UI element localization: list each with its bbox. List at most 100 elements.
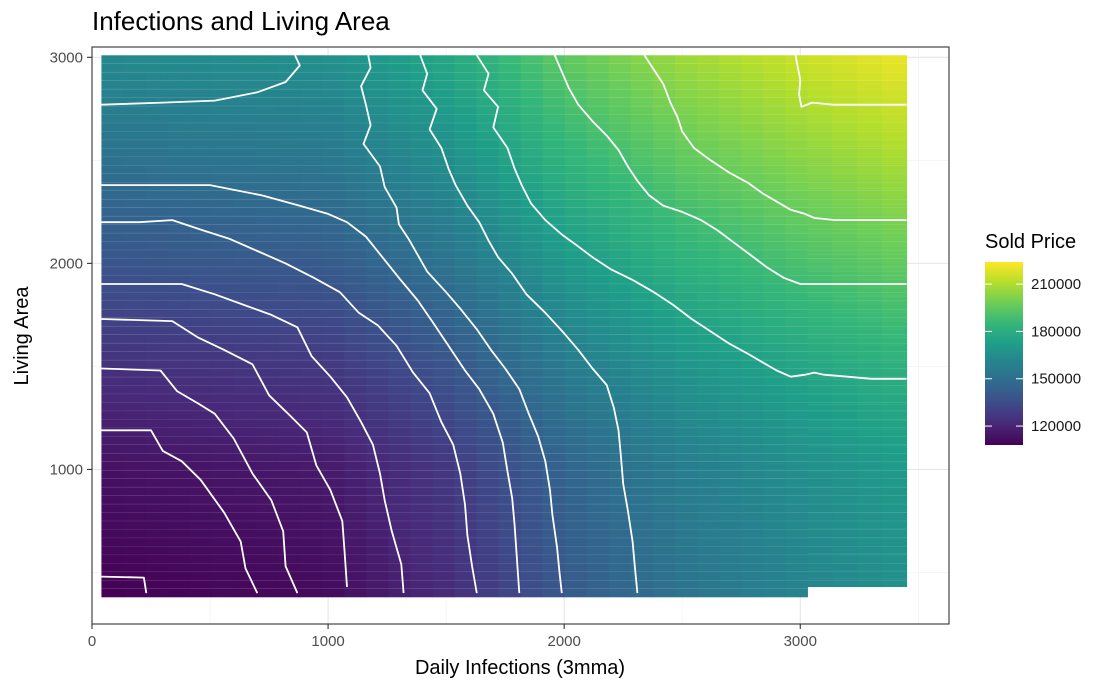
heatmap-tile xyxy=(498,436,522,445)
heatmap-tile xyxy=(189,156,213,166)
heatmap-tile xyxy=(344,385,367,395)
heatmap-tile xyxy=(454,385,478,395)
heatmap-tile xyxy=(520,393,544,403)
heatmap-tile xyxy=(881,470,908,480)
heatmap-tile xyxy=(454,233,478,242)
heatmap-tile xyxy=(652,131,676,141)
heatmap-tile xyxy=(608,571,632,581)
heatmap-tile xyxy=(807,113,833,122)
heatmap-tile xyxy=(211,275,235,285)
heatmap-tile xyxy=(586,580,610,589)
heatmap-tile xyxy=(388,97,411,107)
heatmap-tile xyxy=(630,266,654,276)
heatmap-tile xyxy=(189,89,213,98)
heatmap-tile xyxy=(586,190,610,200)
heatmap-tile xyxy=(674,156,698,166)
heatmap-tile xyxy=(410,216,433,225)
heatmap-tile xyxy=(123,266,147,276)
heatmap-tile xyxy=(652,580,676,589)
heatmap-tile xyxy=(652,444,676,454)
heatmap-tile xyxy=(719,114,742,124)
heatmap-tile xyxy=(255,368,279,378)
heatmap-tile xyxy=(832,238,858,247)
heatmap-tile xyxy=(123,72,147,81)
heatmap-tile xyxy=(498,554,522,564)
heatmap-tile xyxy=(255,131,279,141)
heatmap-tile xyxy=(388,521,411,530)
heatmap-tile xyxy=(432,368,455,378)
heatmap-tile xyxy=(189,436,213,445)
heatmap-tile xyxy=(881,138,908,147)
heatmap-tile xyxy=(785,521,808,530)
heatmap-tile xyxy=(432,351,455,361)
heatmap-tile xyxy=(564,521,588,530)
heatmap-tile xyxy=(498,207,522,217)
heatmap-tile xyxy=(410,139,433,149)
heatmap-tile xyxy=(189,385,213,395)
heatmap-tile xyxy=(322,368,345,378)
heatmap-tile xyxy=(145,360,169,369)
heatmap-tile xyxy=(763,436,786,445)
heatmap-tile xyxy=(741,250,764,259)
heatmap-tile xyxy=(542,487,566,496)
heatmap-tile xyxy=(586,368,610,378)
heatmap-tile xyxy=(255,377,279,386)
heatmap-tile xyxy=(410,487,433,496)
heatmap-tile xyxy=(322,89,345,98)
heatmap-tile xyxy=(856,246,883,255)
heatmap-tile xyxy=(233,393,257,403)
heatmap-tile xyxy=(586,250,610,259)
heatmap-tile xyxy=(520,190,544,200)
heatmap-tile xyxy=(189,250,213,259)
heatmap-tile xyxy=(167,512,191,522)
heatmap-tile xyxy=(410,529,433,539)
heatmap-tile xyxy=(498,97,522,107)
heatmap-tile xyxy=(145,563,169,572)
heatmap-tile xyxy=(476,292,500,301)
heatmap-tile xyxy=(123,283,147,293)
heatmap-tile xyxy=(763,546,786,556)
heatmap-tile xyxy=(856,578,883,588)
heatmap-tile xyxy=(652,377,676,386)
heatmap-tile xyxy=(719,233,742,242)
heatmap-tile xyxy=(807,487,833,496)
heatmap-tile xyxy=(498,419,522,428)
heatmap-tile xyxy=(388,266,411,276)
heatmap-tile xyxy=(344,97,367,107)
heatmap-tile xyxy=(123,122,147,132)
heatmap-tile xyxy=(832,246,858,255)
heatmap-tile xyxy=(277,326,301,335)
heatmap-tile xyxy=(454,300,478,310)
heatmap-tile xyxy=(719,571,742,581)
heatmap-tile xyxy=(432,300,455,310)
heatmap-tile xyxy=(454,419,478,428)
heatmap-tile xyxy=(697,571,720,581)
heatmap-tile xyxy=(123,588,147,598)
heatmap-tile xyxy=(630,393,654,403)
heatmap-tile xyxy=(697,266,720,276)
heatmap-tile xyxy=(741,207,764,217)
heatmap-tile xyxy=(832,113,858,122)
heatmap-tile xyxy=(322,571,345,581)
heatmap-tile xyxy=(101,250,125,259)
heatmap-tile xyxy=(410,537,433,547)
heatmap-tile xyxy=(322,156,345,166)
heatmap-tile xyxy=(299,139,323,149)
heatmap-tile xyxy=(366,377,389,386)
heatmap-tile xyxy=(123,385,147,395)
heatmap-tile xyxy=(652,393,676,403)
heatmap-tile xyxy=(807,395,833,405)
heatmap-tile xyxy=(344,402,367,412)
heatmap-tile xyxy=(476,444,500,454)
heatmap-tile xyxy=(299,97,323,107)
heatmap-tile xyxy=(807,570,833,579)
heatmap-tile xyxy=(719,470,742,479)
heatmap-tile xyxy=(410,410,433,420)
heatmap-tile xyxy=(741,156,764,166)
heatmap-tile xyxy=(255,250,279,259)
heatmap-tile xyxy=(454,326,478,335)
heatmap-tile xyxy=(608,156,632,166)
heatmap-tile xyxy=(476,529,500,539)
heatmap-tile xyxy=(498,326,522,335)
